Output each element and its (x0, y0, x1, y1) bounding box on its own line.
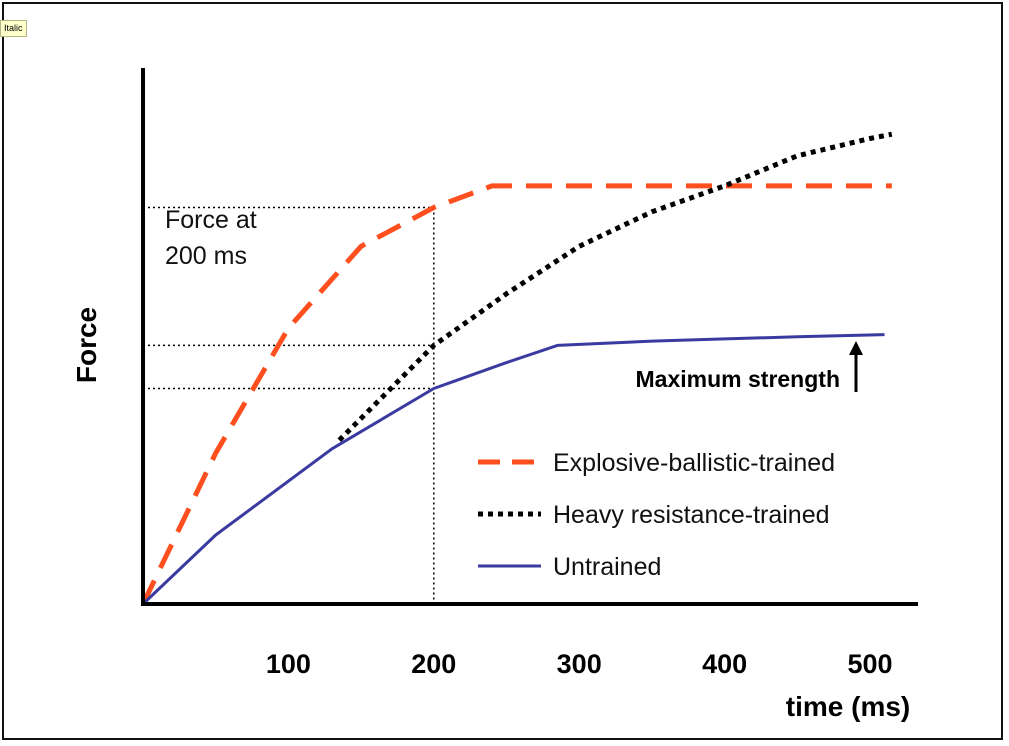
format-tooltip: Italic (0, 20, 27, 37)
y-axis-title: Force (71, 307, 102, 383)
series-line-untrained (141, 333, 885, 606)
series-line-heavy-resistance-trained (337, 131, 893, 442)
series-lines (140, 131, 893, 606)
legend-label: Explosive-ballistic-trained (553, 449, 835, 477)
series-line-explosive-ballistic-trained (140, 183, 892, 606)
legend-label: Untrained (553, 553, 661, 581)
x-tick-label: 400 (702, 649, 747, 679)
force-at-200-label-line1: Force at (165, 206, 257, 234)
max-strength-label: Maximum strength (636, 366, 840, 392)
x-tick-label: 300 (557, 649, 602, 679)
x-tick-label: 200 (411, 649, 456, 679)
x-tick-label: 100 (266, 649, 311, 679)
legend: Explosive-ballistic-trained Heavy resista… (478, 449, 835, 581)
legend-label: Heavy resistance-trained (553, 501, 830, 529)
x-axis-title: time (ms) (786, 691, 910, 722)
max-strength-arrow-icon (849, 341, 863, 392)
x-tick-labels: 100 200 300 400 500 (266, 649, 893, 679)
reference-lines (143, 206, 435, 604)
force-at-200-label-line2: 200 ms (165, 242, 247, 270)
x-tick-label: 500 (847, 649, 892, 679)
